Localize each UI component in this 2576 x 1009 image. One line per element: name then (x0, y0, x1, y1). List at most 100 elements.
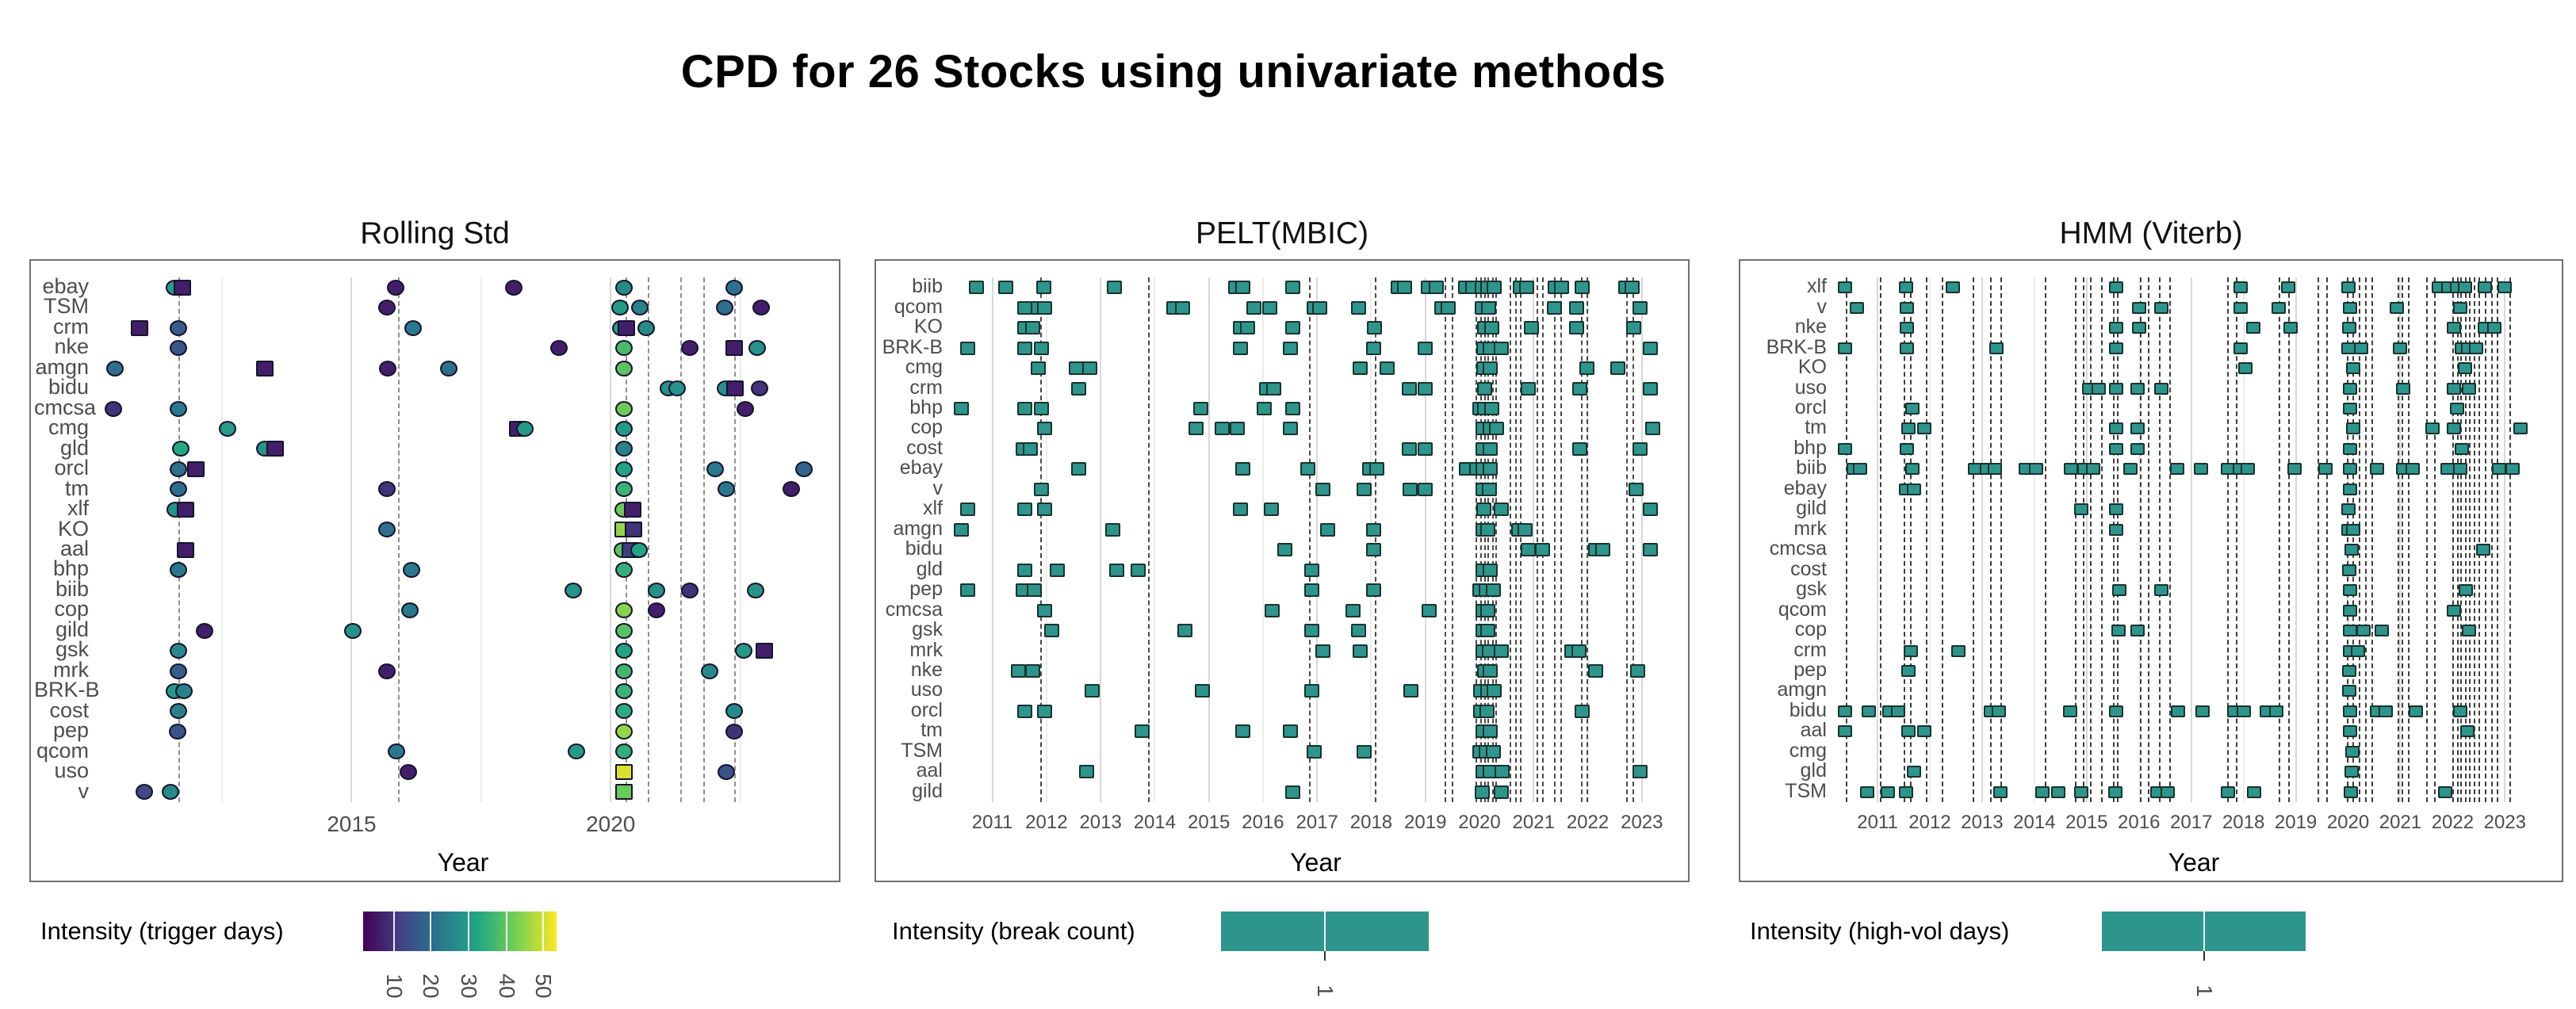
x-axis-title: Year (2168, 848, 2220, 877)
data-point (2449, 403, 2464, 415)
data-point (2233, 281, 2249, 294)
major-gridline (2295, 277, 2297, 802)
data-point (2375, 625, 2390, 637)
data-point (2194, 463, 2209, 476)
dashed-reference-line (1537, 277, 1539, 802)
dashed-reference-line (1554, 277, 1556, 802)
data-point (2108, 503, 2123, 516)
data-point (2131, 322, 2146, 334)
data-point (2492, 463, 2507, 476)
data-point (1906, 766, 1921, 778)
colorbar-tick-mark (1324, 951, 1326, 961)
data-point (1366, 522, 1382, 537)
data-point (1642, 543, 1658, 557)
data-point (2396, 382, 2411, 395)
data-point (615, 622, 633, 639)
row-label-gld: gld (916, 557, 943, 580)
data-point (1899, 785, 1914, 798)
data-point (2171, 705, 2186, 717)
legend-label: Intensity (trigger days) (40, 917, 284, 945)
data-point (725, 703, 744, 720)
data-point (1232, 341, 1248, 355)
dashed-reference-line (2347, 277, 2349, 802)
data-point (648, 602, 666, 619)
data-point (1403, 482, 1418, 496)
major-gridline (2190, 277, 2192, 802)
row-label-v: v (78, 778, 90, 803)
data-point (1483, 402, 1499, 415)
dashed-reference-line (1560, 277, 1562, 802)
data-point (1050, 563, 1066, 577)
data-point (2341, 665, 2356, 677)
data-point (377, 522, 396, 538)
row-label-qcom: qcom (894, 295, 943, 318)
data-point (170, 319, 188, 336)
data-point (1175, 300, 1191, 315)
row-label-bhp: bhp (909, 396, 943, 419)
x-tick-label: 2014 (2013, 812, 2056, 833)
data-point (2233, 301, 2249, 314)
dashed-reference-line (2117, 277, 2119, 802)
data-point (615, 420, 633, 437)
data-point (400, 763, 418, 780)
colorbar-tick-label: 50 (530, 973, 556, 999)
data-point (1853, 463, 1868, 476)
row-label-amgn: amgn (35, 354, 89, 379)
colorbar-tick (505, 912, 507, 951)
data-point (2447, 382, 2462, 395)
data-point (1265, 603, 1280, 617)
data-point (2237, 705, 2252, 717)
row-label-gild: gild (912, 779, 943, 802)
data-point (1520, 381, 1536, 396)
data-point (959, 341, 975, 355)
data-point (615, 602, 633, 619)
data-point (2074, 785, 2089, 798)
data-point (564, 582, 582, 598)
data-point (1849, 301, 1864, 314)
row-label-tm: tm (65, 476, 89, 500)
data-point (2108, 422, 2123, 435)
data-point (1036, 704, 1052, 718)
data-point (1486, 684, 1502, 698)
colorbar-tick-label: 30 (456, 973, 481, 999)
data-point (1483, 563, 1499, 577)
data-point (1134, 724, 1150, 739)
data-point (170, 400, 188, 417)
row-label-qcom: qcom (36, 738, 89, 762)
row-label-bidu: bidu (905, 537, 943, 560)
data-point (681, 582, 699, 598)
data-point (1495, 765, 1510, 779)
data-point (1367, 321, 1383, 335)
colorbar-viridis (363, 912, 557, 951)
data-point (1084, 684, 1100, 698)
data-point (1837, 705, 1852, 717)
data-point (1401, 381, 1417, 396)
data-point (1480, 603, 1496, 617)
data-point (1303, 583, 1319, 598)
x-tick-label: 2011 (971, 812, 1013, 833)
data-point (1946, 281, 1960, 294)
data-point (171, 441, 189, 457)
row-label-ebay: ebay (899, 457, 943, 480)
data-point (1071, 381, 1087, 396)
data-point (1837, 725, 1852, 738)
data-point (2091, 382, 2106, 395)
minor-gridline (221, 277, 224, 802)
dashed-reference-line (2288, 277, 2291, 802)
row-label-bidu: bidu (1789, 698, 1827, 721)
data-point (2108, 281, 2123, 294)
data-point (2476, 544, 2491, 556)
data-point (2457, 281, 2472, 294)
row-label-uso: uso (1794, 376, 1827, 399)
data-point (615, 763, 633, 780)
data-point (1230, 422, 1246, 436)
data-point (717, 763, 735, 780)
data-point (170, 481, 188, 498)
dashed-reference-line (2318, 277, 2320, 802)
dashed-reference-line (1515, 277, 1518, 802)
minor-gridline (1370, 277, 1372, 802)
dashed-reference-line (2497, 277, 2499, 802)
data-point (1625, 281, 1640, 295)
legend-label: Intensity (high-vol days) (1750, 917, 2010, 945)
row-label-gsk: gsk (1796, 578, 1827, 601)
